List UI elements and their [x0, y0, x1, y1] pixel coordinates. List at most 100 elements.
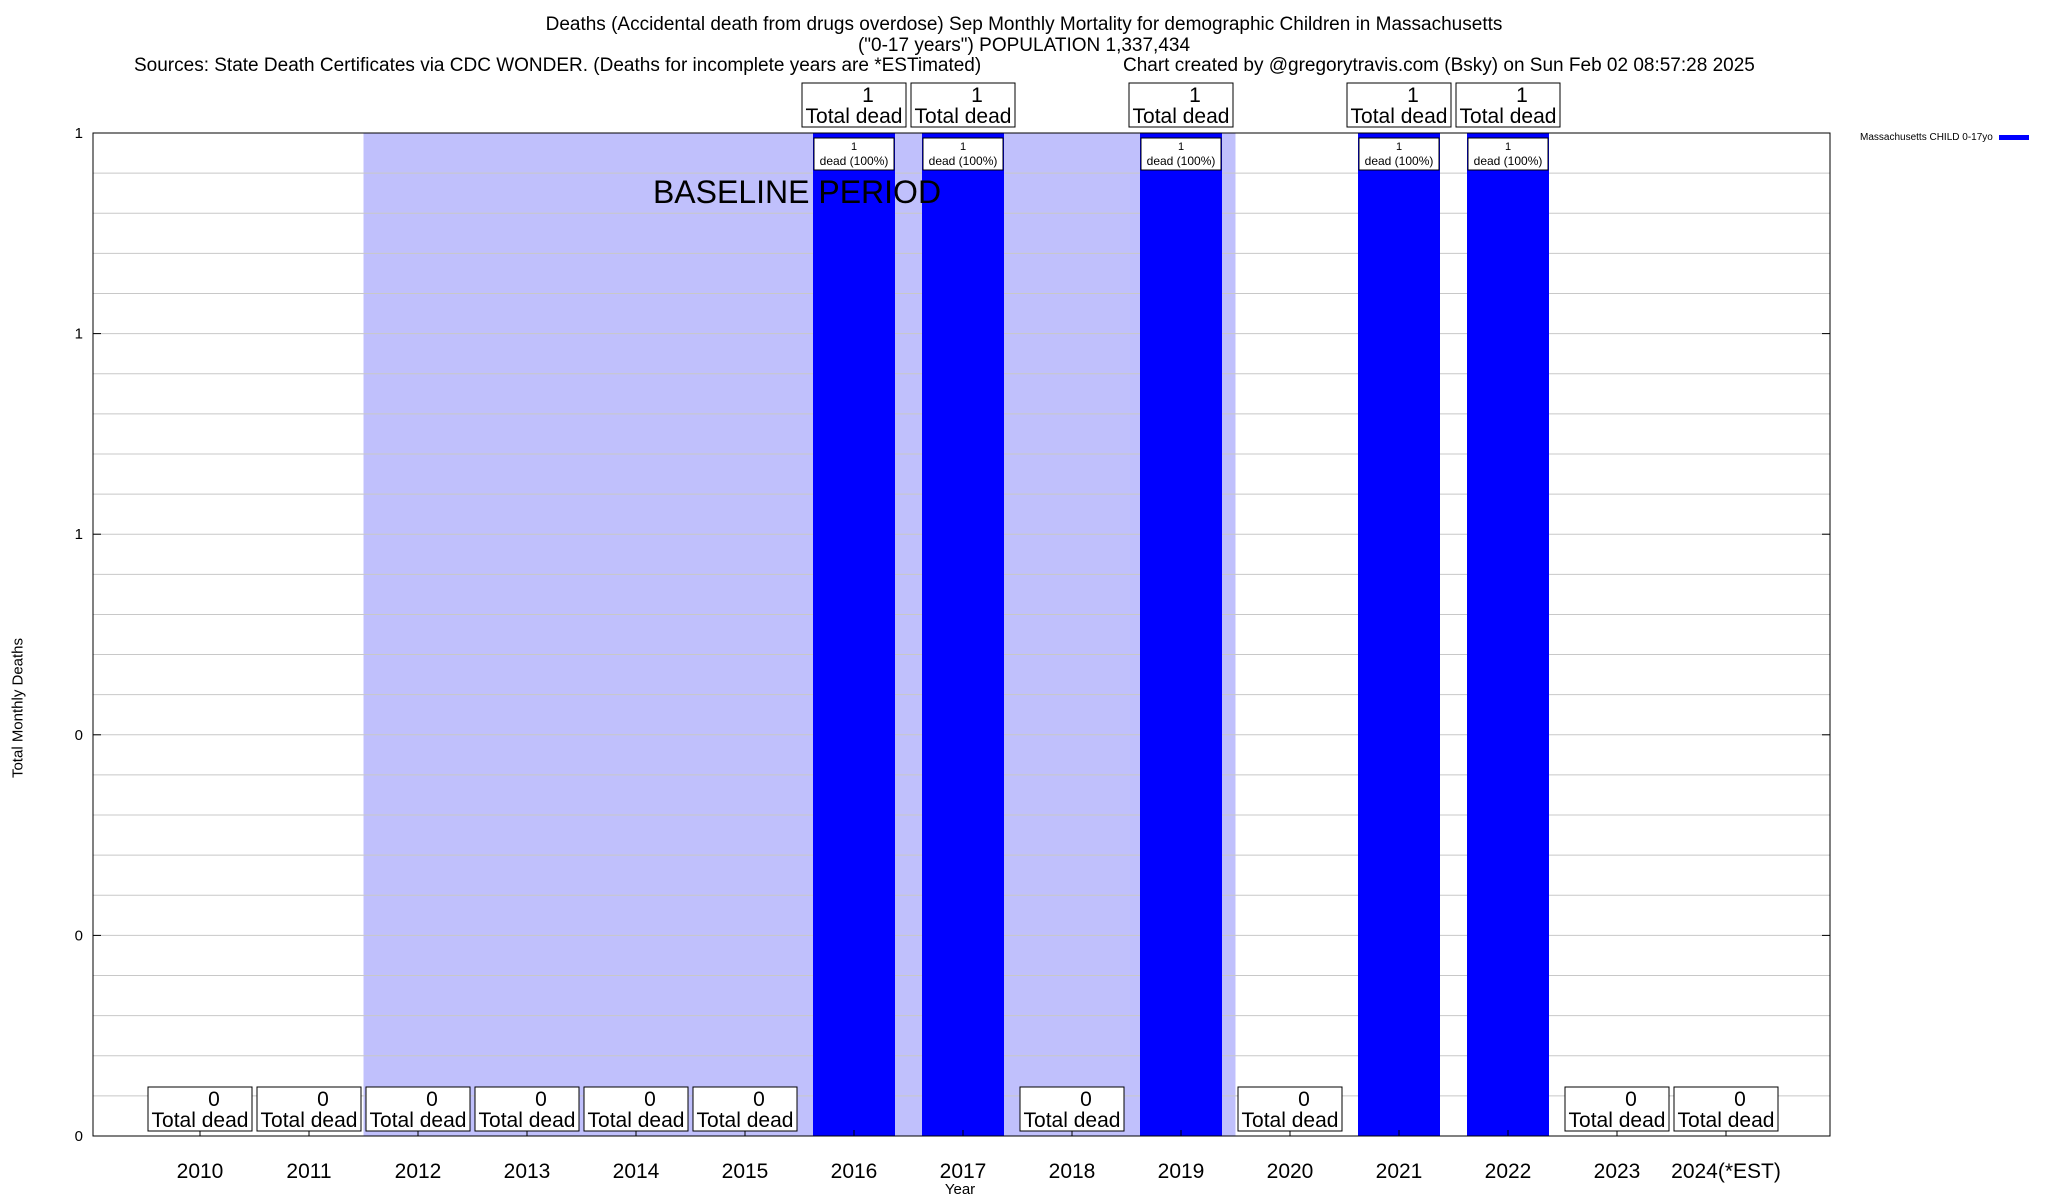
total-text-label: Total dead [1460, 105, 1557, 128]
total-value-label: 0 [1734, 1088, 1746, 1111]
bar-percent-label: dead (100%) [820, 154, 889, 168]
total-box [801, 82, 907, 128]
total-box [910, 82, 1016, 128]
bar-value-label: 1 [1396, 141, 1402, 153]
total-box [583, 1086, 689, 1132]
total-value-label: 0 [317, 1088, 329, 1111]
bar-series [196, 133, 1730, 1136]
total-value-label: 0 [1080, 1088, 1092, 1111]
bar-percent-label: dead (100%) [1365, 154, 1434, 168]
credit-note: Chart created by @gregorytravis.com (Bsk… [1123, 55, 1755, 76]
total-value-label: 1 [1407, 84, 1419, 107]
x-tick-label: 2017 [940, 1160, 987, 1183]
y-axis-label: Total Monthly Deaths [9, 637, 27, 779]
x-tick-label: 2020 [1267, 1160, 1314, 1183]
total-text-label: Total dead [152, 1109, 249, 1132]
total-text-label: Total dead [1569, 1109, 1666, 1132]
bar-value-label: 1 [960, 141, 966, 153]
y-tick-label: 0 [75, 927, 83, 944]
baseline-band [363, 133, 1236, 1136]
total-text-label: Total dead [479, 1109, 576, 1132]
bar-percent-box [1358, 137, 1440, 171]
total-value-label: 0 [535, 1088, 547, 1111]
bar-value-label: 1 [1178, 141, 1184, 153]
x-tick-label: 2014 [613, 1160, 660, 1183]
y-tick-label: 1 [75, 526, 83, 543]
x-tick-label: 2022 [1485, 1160, 1532, 1183]
total-text-label: Total dead [806, 105, 903, 128]
total-box [256, 1086, 362, 1132]
total-value-label: 0 [644, 1088, 656, 1111]
y-tick-label: 0 [75, 727, 83, 744]
total-text-label: Total dead [1133, 105, 1230, 128]
total-text-label: Total dead [588, 1109, 685, 1132]
x-axis-label: Year [944, 1181, 976, 1198]
total-value-label: 1 [1189, 84, 1201, 107]
total-box [1455, 82, 1561, 128]
bar-percent-box [813, 137, 895, 171]
total-text-label: Total dead [261, 1109, 358, 1132]
total-value-label: 1 [971, 84, 983, 107]
total-value-label: 1 [1516, 84, 1528, 107]
total-value-label: 1 [862, 84, 874, 107]
legend: Massachusetts CHILD 0-17yo [1860, 131, 2029, 143]
total-value-label: 0 [753, 1088, 765, 1111]
total-box [1564, 1086, 1670, 1132]
y-axis-ticks: 0 0 0 1 1 1 [75, 125, 1830, 1145]
total-box [474, 1086, 580, 1132]
total-value-label: 0 [208, 1088, 220, 1111]
chart-subtitle: ("0-17 years") POPULATION 1,337,434 [857, 35, 1191, 56]
x-tick-label: 2012 [395, 1160, 442, 1183]
total-value-label: 0 [1298, 1088, 1310, 1111]
total-box [1237, 1086, 1343, 1132]
total-text-label: Total dead [1242, 1109, 1339, 1132]
baseline-period-label: BASELINE PERIOD [653, 174, 941, 210]
x-tick-label: 2018 [1049, 1160, 1096, 1183]
legend-label: Massachusetts CHILD 0-17yo [1860, 131, 1993, 143]
total-box [365, 1086, 471, 1132]
plot-border [92, 132, 1831, 1137]
total-box [1673, 1086, 1779, 1132]
total-box [1346, 82, 1452, 128]
total-box [1019, 1086, 1125, 1132]
x-tick-label: 2011 [286, 1160, 331, 1183]
y-tick-label: 1 [75, 326, 83, 343]
bar [813, 133, 895, 1136]
bar-value-label: 1 [1505, 141, 1511, 153]
y-tick-label: 0 [75, 1128, 83, 1145]
total-text-label: Total dead [1351, 105, 1448, 128]
total-text-label: Total dead [697, 1109, 794, 1132]
bar-percent-label: dead (100%) [929, 154, 998, 168]
baseline-bands [363, 133, 1236, 1136]
chart-title: Deaths (Accidental death from drugs over… [545, 14, 1503, 35]
total-text-label: Total dead [1678, 1109, 1775, 1132]
total-value-label: 0 [426, 1088, 438, 1111]
x-axis-ticks: 2010 2011 2012 2013 2014 2015 2016 2017 2018 2019… [177, 1130, 1781, 1183]
bar [1358, 133, 1440, 1136]
x-tick-label: 2023 [1594, 1160, 1641, 1183]
total-text-label: Total dead [370, 1109, 467, 1132]
total-text-label: Total dead [1024, 1109, 1121, 1132]
total-box [147, 1086, 253, 1132]
bar [1467, 133, 1549, 1136]
total-value-label: 0 [1625, 1088, 1637, 1111]
y-tick-label: 1 [75, 125, 83, 142]
x-tick-label: 2013 [504, 1160, 551, 1183]
bar-percent-label: dead (100%) [1474, 154, 1543, 168]
bar-value-label: 1 [851, 141, 857, 153]
x-tick-label: 2024(*EST) [1671, 1160, 1781, 1183]
x-tick-label: 2016 [831, 1160, 878, 1183]
total-text-label: Total dead [915, 105, 1012, 128]
bar-percent-box [1140, 137, 1222, 171]
bar-percent-box [922, 137, 1004, 171]
bar [922, 133, 1004, 1136]
sources-note: Sources: State Death Certificates via CD… [134, 55, 982, 76]
legend-swatch [1998, 134, 2029, 140]
x-tick-label: 2010 [177, 1160, 224, 1183]
bar [1140, 133, 1222, 1136]
total-box [692, 1086, 798, 1132]
x-tick-label: 2015 [722, 1160, 769, 1183]
x-tick-label: 2021 [1376, 1160, 1423, 1183]
